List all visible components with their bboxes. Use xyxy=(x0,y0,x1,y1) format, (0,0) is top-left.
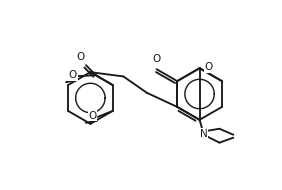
Text: O: O xyxy=(69,70,77,80)
Text: O: O xyxy=(204,62,213,72)
Text: O: O xyxy=(153,54,161,64)
Text: N: N xyxy=(200,129,208,139)
Text: O: O xyxy=(77,52,85,62)
Text: O: O xyxy=(89,111,97,121)
